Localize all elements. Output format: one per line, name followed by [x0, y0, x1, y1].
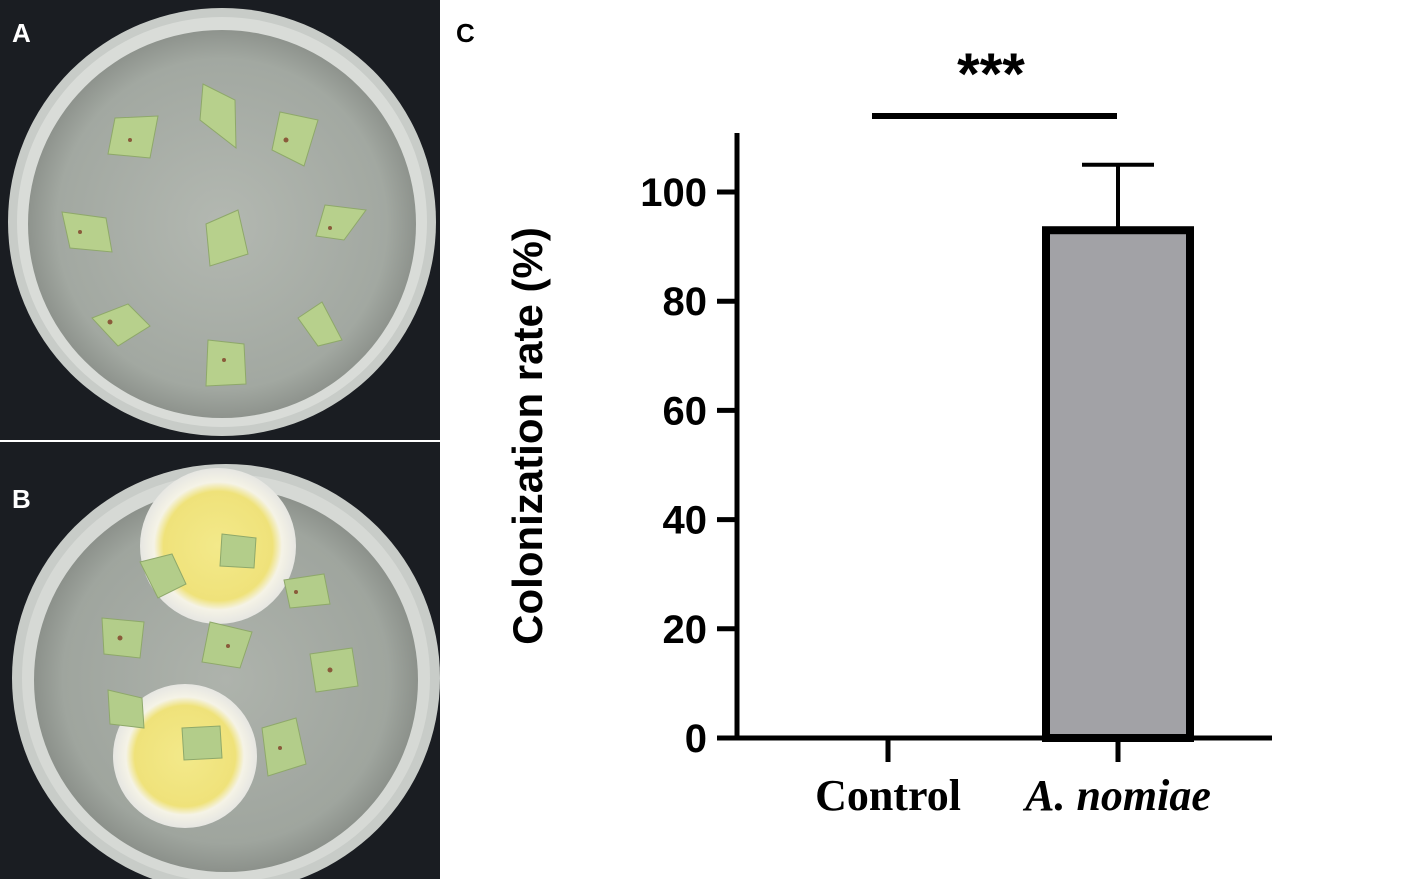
x-category-label: Control [815, 771, 961, 820]
bar-a-nomiae [1042, 226, 1194, 742]
x-category-label: A. nomiae [1022, 771, 1211, 820]
petri-dish-control-image [0, 0, 440, 440]
panel-b-photo: B [0, 442, 440, 879]
leaf-pieces [61, 83, 367, 387]
y-axis-ticks: 0 20 40 60 80 100 [640, 171, 737, 761]
colonization-bar-chart: C 0 20 40 60 80 100 Control A. nomiae *** Colo… [456, 18, 1272, 820]
significance-stars: *** [957, 42, 1025, 107]
panel-a-photo: A [0, 0, 440, 440]
y-tick-label: 80 [663, 280, 708, 324]
y-axis-title: Colonization rate (%) [504, 227, 551, 645]
bars [1042, 162, 1194, 742]
petri-dish-colonized-image [0, 442, 440, 879]
y-tick-label: 40 [663, 499, 708, 543]
x-axis-categories: Control A. nomiae [815, 738, 1211, 820]
y-tick-label: 60 [663, 389, 708, 433]
fungal-colony-top [140, 468, 296, 624]
y-tick-label: 20 [663, 608, 708, 652]
leaf-spots [78, 137, 332, 362]
leaf-spots [117, 590, 333, 750]
panel-c-label: C [456, 18, 475, 48]
panel-a-label: A [12, 18, 31, 48]
panel-c-chart: C 0 20 40 60 80 100 Control A. nomiae *** Colo… [440, 0, 1406, 881]
panel-b-label: B [12, 484, 31, 514]
y-tick-label: 100 [640, 171, 707, 215]
y-tick-label: 0 [685, 717, 707, 761]
